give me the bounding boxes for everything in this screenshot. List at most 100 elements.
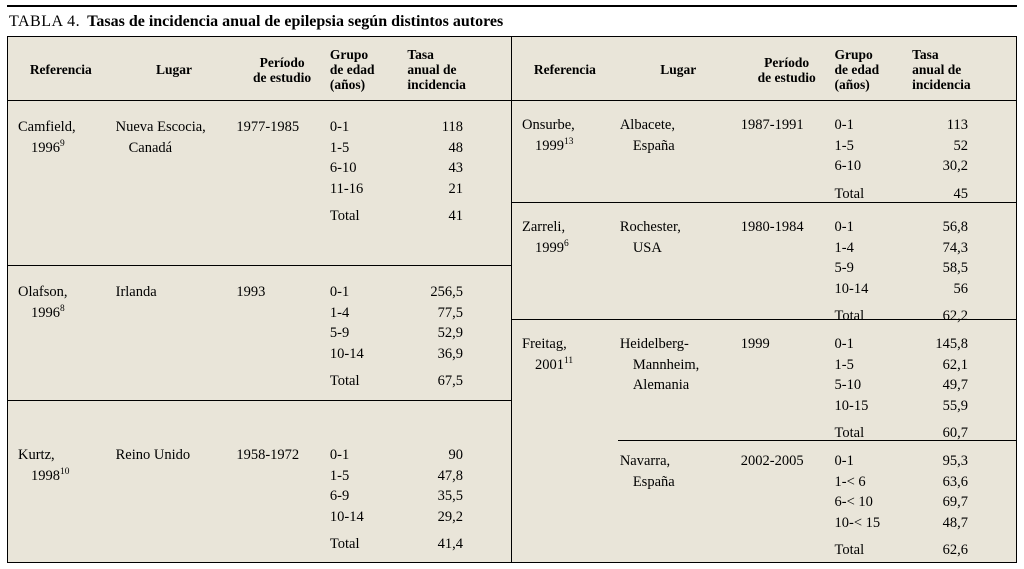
page-title: Tasas de incidencia anual de epilepsia s… bbox=[87, 13, 504, 30]
place-cell: Albacete, España bbox=[618, 115, 739, 204]
incidence-rate-value: 74,3 bbox=[942, 239, 968, 256]
reference-cell bbox=[512, 451, 618, 562]
place-line: Alemania bbox=[632, 377, 690, 393]
total-rate-value: 41,4 bbox=[437, 536, 463, 552]
age-rate-row: 5-10 49,7 bbox=[835, 375, 968, 396]
age-rate-row: 1-5 47,8 bbox=[330, 466, 463, 487]
age-rate-rows: 0-1 90 1-5 47,8 6-9 35,5 10-14 29,2 Total 41,4 bbox=[330, 445, 511, 562]
place-line: España bbox=[632, 473, 675, 490]
incidence-rate-value: 48,7 bbox=[942, 514, 968, 531]
incidence-rate-value: 118 bbox=[441, 119, 463, 135]
column-header-tasa: Tasa anual de incidencia bbox=[912, 47, 971, 92]
column-header-grupo-edad: Grupo de edad (años) bbox=[834, 47, 880, 92]
incidence-rate-value: 30,2 bbox=[942, 158, 968, 174]
incidence-rate-value: 52,9 bbox=[437, 325, 463, 341]
age-rate-row: 1-4 77,5 bbox=[330, 303, 463, 324]
column-header-grupo-edad: Grupo de edad (años) bbox=[329, 47, 375, 92]
age-group-label: 11-16 bbox=[329, 180, 364, 197]
incidence-rate-value: 77,5 bbox=[437, 304, 463, 321]
incidence-rate-value: 113 bbox=[946, 117, 968, 133]
age-rate-row: 0-1 95,3 bbox=[835, 451, 968, 472]
column-header-referencia: Referencia bbox=[29, 62, 92, 77]
place-line: Mannheim, bbox=[632, 356, 700, 373]
age-rate-row: 10-15 55,9 bbox=[835, 396, 968, 417]
study-period: 1999 bbox=[740, 336, 770, 352]
column-header-tasa: Tasa anual de incidencia bbox=[407, 47, 466, 92]
table-label: TABLA 4. bbox=[9, 13, 81, 30]
column-header-lugar: Lugar bbox=[155, 62, 192, 77]
total-label: Total bbox=[329, 373, 360, 389]
incidence-rate-value: 43 bbox=[448, 160, 463, 176]
total-row: Total 62,6 bbox=[835, 540, 968, 561]
age-rate-row: 11-16 21 bbox=[330, 179, 463, 200]
total-rate-value: 60,7 bbox=[942, 425, 968, 441]
age-rate-row: 6-< 10 69,7 bbox=[835, 492, 968, 513]
age-group-label: 5-9 bbox=[329, 325, 350, 341]
total-rate-value: 62,2 bbox=[942, 308, 968, 324]
age-group-label: 10-14 bbox=[834, 280, 869, 297]
incidence-rate-value: 21 bbox=[448, 180, 463, 197]
age-group-label: 1-5 bbox=[834, 137, 854, 154]
age-rate-row: 6-10 30,2 bbox=[835, 156, 968, 177]
reference-citation-number: 9 bbox=[60, 138, 65, 149]
table-body-right: Onsurbe, 199913 Albacete, España 1987-1991 0-… bbox=[512, 101, 1016, 562]
age-rate-row: 6-10 43 bbox=[330, 158, 463, 179]
reference-author: Olafson, bbox=[18, 284, 68, 300]
incidence-rate-value: 48 bbox=[448, 139, 463, 156]
study-period: 1980-1984 bbox=[740, 219, 804, 235]
total-row: Total 41 bbox=[330, 206, 463, 227]
age-rate-row: 10-14 36,9 bbox=[330, 344, 463, 365]
place-line: Canadá bbox=[128, 139, 173, 156]
reference-year: 19969 bbox=[31, 138, 65, 156]
study-block: Freitag, 200111 Heidelberg- Mannheim, Aleman… bbox=[512, 320, 1016, 441]
incidence-rate-value: 29,2 bbox=[437, 508, 463, 525]
reference-citation-number: 6 bbox=[564, 238, 569, 249]
reference-year: 19968 bbox=[31, 303, 65, 321]
total-row: Total 45 bbox=[835, 184, 968, 205]
age-rate-rows: 0-1 56,8 1-4 74,3 5-9 58,5 10-14 56 Total 62,2 bbox=[835, 217, 1016, 327]
age-group-label: 0-1 bbox=[329, 284, 350, 300]
reference-author: Onsurbe, bbox=[522, 117, 575, 133]
total-label: Total bbox=[834, 308, 865, 324]
age-rate-row: 1-5 52 bbox=[835, 136, 968, 157]
place-cell: Navarra, España bbox=[618, 451, 739, 562]
study-block: Zarreli, 19996 Rochester, USA 1980-1984 0-1 56… bbox=[512, 203, 1016, 324]
total-row: Total 67,5 bbox=[330, 371, 463, 392]
total-rate-value: 45 bbox=[953, 185, 968, 202]
reference-citation-number: 10 bbox=[60, 466, 70, 477]
incidence-rate-value: 145,8 bbox=[935, 336, 968, 352]
age-rate-row: 5-9 52,9 bbox=[330, 323, 463, 344]
age-group-label: 10-14 bbox=[329, 345, 364, 362]
age-group-label: 1-4 bbox=[329, 304, 350, 321]
incidence-rate-value: 35,5 bbox=[437, 488, 463, 504]
age-group-label: 0-1 bbox=[329, 119, 350, 135]
incidence-rate-value: 52 bbox=[953, 137, 968, 154]
incidence-rate-value: 56,8 bbox=[942, 219, 968, 235]
age-group-label: 1-5 bbox=[834, 356, 854, 373]
age-group-label: 6-10 bbox=[834, 158, 862, 174]
age-group-label: 5-10 bbox=[834, 377, 862, 393]
total-rate-value: 62,6 bbox=[942, 542, 968, 558]
table-right-half: Referencia Lugar Período de estudio Grup… bbox=[512, 37, 1016, 562]
incidence-table: Referencia Lugar Período de estudio Grup… bbox=[7, 36, 1017, 563]
place-cell: Reino Unido bbox=[114, 445, 235, 562]
age-group-label: 10-14 bbox=[329, 508, 364, 525]
place-cell: Rochester, USA bbox=[618, 217, 739, 327]
incidence-rate-value: 69,7 bbox=[942, 494, 968, 510]
age-group-label: 6-10 bbox=[329, 160, 357, 176]
age-rate-row: 0-1 256,5 bbox=[330, 282, 463, 303]
top-rule bbox=[7, 5, 1017, 7]
age-rate-row: 0-1 90 bbox=[330, 445, 463, 466]
place-line: Irlanda bbox=[115, 284, 157, 300]
reference-year: 199913 bbox=[535, 136, 574, 154]
total-rate-value: 41 bbox=[448, 208, 463, 224]
reference-cell: Zarreli, 19996 bbox=[512, 217, 618, 327]
age-group-label: 6-< 10 bbox=[834, 494, 873, 510]
total-label: Total bbox=[834, 425, 865, 441]
age-rate-row: 0-1 118 bbox=[330, 117, 463, 138]
study-block: Navarra, España 2002-2005 0-1 95,3 1-< 6 63,6 6… bbox=[512, 441, 1016, 562]
age-rate-row: 10-14 29,2 bbox=[330, 507, 463, 528]
reference-cell: Camfield, 19969 bbox=[8, 117, 114, 265]
age-rate-rows: 0-1 256,5 1-4 77,5 5-9 52,9 10-14 36,9 Total 67,5 bbox=[330, 282, 511, 400]
column-header-lugar: Lugar bbox=[660, 62, 697, 77]
